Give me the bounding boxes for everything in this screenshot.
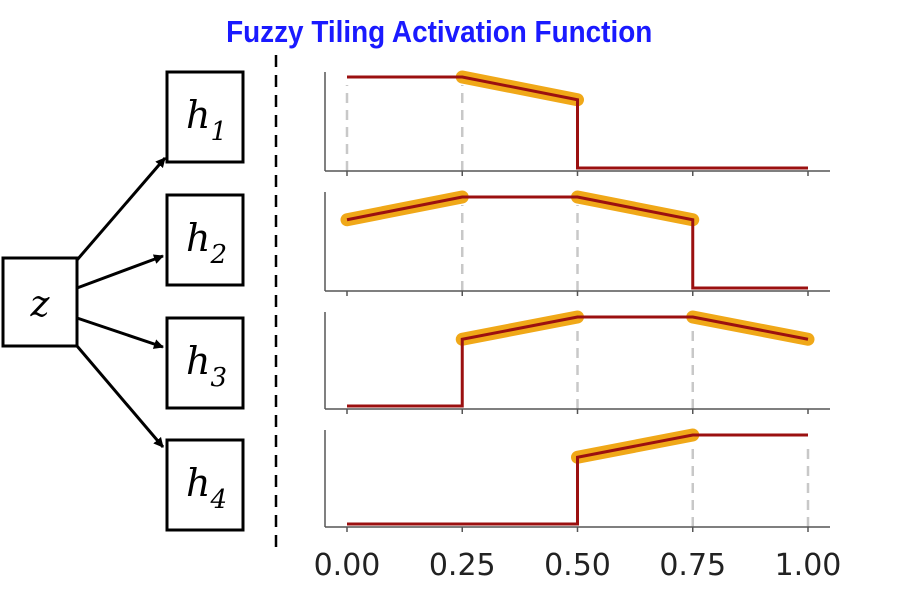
x-tick-label: 0.50 — [544, 548, 611, 583]
hidden-node-h1: h1 — [165, 70, 245, 164]
hidden-node-h4: h4 — [165, 438, 245, 532]
hidden-node-subscript: 2 — [209, 240, 227, 270]
arrow-z-to-h3 — [76, 316, 164, 349]
activation-plots: 0.00 0.25 0.50 0.75 1.00 — [314, 70, 842, 583]
plot-panel-h1 — [324, 70, 830, 176]
figure-title: Fuzzy Tiling Activation Function — [226, 14, 653, 49]
activation-line-h2 — [346, 195, 808, 290]
connection-arrows — [75, 157, 167, 448]
plot-panel-h3 — [324, 310, 830, 414]
x-tick-label: 0.25 — [429, 548, 496, 583]
plot-panel-h2 — [324, 190, 830, 296]
input-node-label: z — [30, 284, 51, 325]
activation-line-h4 — [347, 433, 808, 526]
arrow-z-to-h1 — [75, 157, 167, 261]
arrow-z-to-h2 — [76, 254, 164, 290]
activation-line-h1 — [347, 75, 808, 170]
plot-panel-h4 — [324, 428, 830, 532]
input-node: z — [1, 256, 79, 348]
activation-line-h3 — [347, 315, 809, 408]
x-tick-label: 1.00 — [775, 548, 842, 583]
x-tick-label: 0.00 — [314, 548, 381, 583]
hidden-node-h3: h3 — [165, 316, 245, 410]
hidden-node-subscript: 4 — [209, 485, 227, 515]
hidden-node-subscript: 1 — [210, 117, 227, 147]
x-tick-label: 0.75 — [659, 548, 726, 583]
arrow-z-to-h4 — [75, 345, 165, 448]
hidden-node-h2: h2 — [165, 193, 245, 287]
hidden-node-subscript: 3 — [210, 363, 227, 393]
